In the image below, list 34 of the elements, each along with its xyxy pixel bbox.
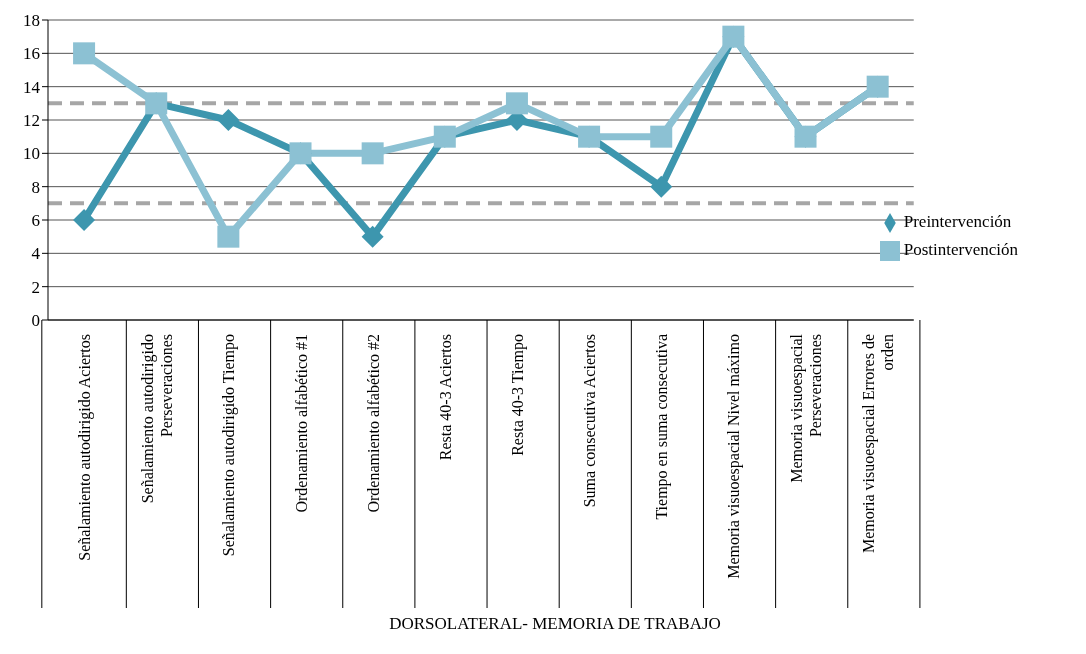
y-tick-label: 8 [31,177,40,197]
x-tick-label: Señalamiento autodirigido Tiempo [220,334,239,557]
x-tick-label: Ordenamiento alfabético #1 [292,334,310,513]
y-tick-label: 2 [31,277,40,297]
point [505,92,528,115]
point [217,109,240,131]
point [650,125,673,148]
y-tick-label: 4 [31,244,41,264]
point [650,175,673,198]
x-tick-label: Suma consecutiva Aciertos [581,334,599,508]
y-tick-label: 12 [23,111,40,131]
x-axis-title: DORSOLATERAL- MEMORIA DE TRABAJO [388,614,722,634]
y-tick-label: 16 [23,44,40,64]
x-tick-label: Señalamiento autodirigido Aciertos [76,334,95,561]
point [217,225,240,248]
point [73,42,96,65]
point [361,225,384,248]
x-tick-label: Ordenamiento alfabético #2 [364,334,382,513]
x-tick-label: Memoria visuoespacial Nivel máximo [725,334,744,579]
legend-label: Postintervención [903,240,1018,259]
x-tick-label: Memoria visuoespacial Perseveraciones [788,333,825,483]
x-tick-label: Resta 40-3 Tiempo [508,334,527,456]
x-tick-label: Memoria visuoespacial Errores de orden [860,334,897,554]
x-tick-label: Tiempo en suma consecutiva [653,334,672,520]
y-tick-label: 0 [31,311,40,331]
y-tick-label: 14 [23,77,41,97]
x-tick-label: Señalamiento autodirigido Perseveraciones [138,334,175,504]
y-tick-label: 18 [23,11,40,31]
legend-label: Preintervención [903,212,1012,231]
x-tick-label: Resta 40-3 Aciertos [436,334,454,461]
y-tick-label: 6 [31,211,40,231]
point [73,209,96,231]
point [361,142,384,165]
y-tick-label: 10 [23,144,40,164]
